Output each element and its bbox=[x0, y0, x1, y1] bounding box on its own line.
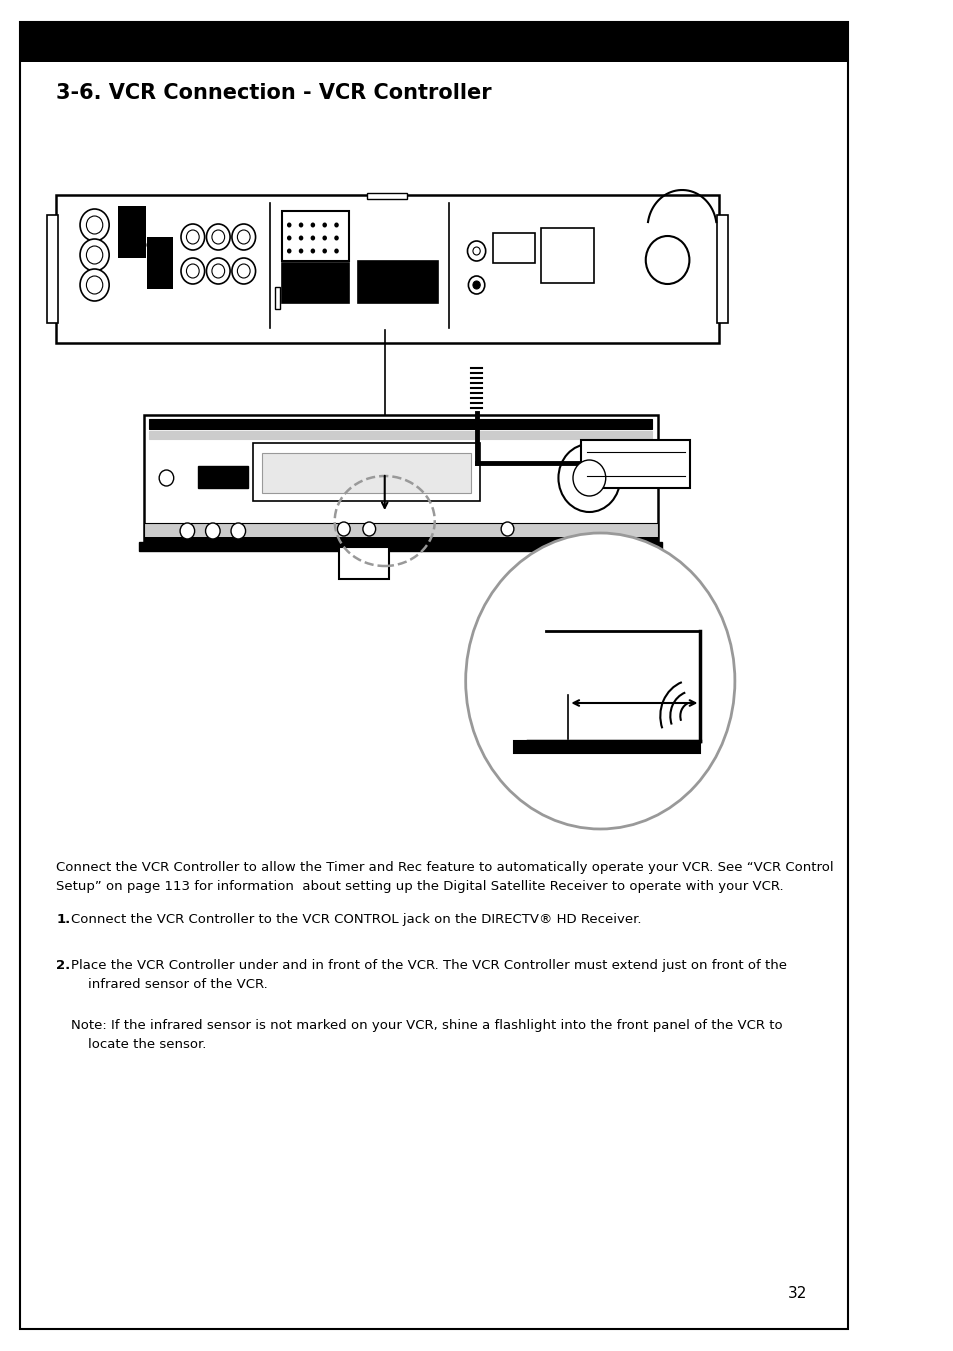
Circle shape bbox=[287, 235, 292, 240]
Bar bbox=[20, 22, 847, 62]
Circle shape bbox=[206, 224, 230, 250]
Bar bbox=[471, 363, 481, 408]
Circle shape bbox=[87, 246, 103, 263]
Circle shape bbox=[311, 223, 314, 227]
Bar bbox=[48, 215, 58, 323]
Circle shape bbox=[322, 223, 327, 227]
Bar bbox=[144, 536, 657, 543]
Circle shape bbox=[232, 224, 255, 250]
Bar bbox=[147, 236, 172, 289]
Bar bbox=[144, 523, 657, 539]
Bar bbox=[282, 211, 349, 261]
Circle shape bbox=[334, 223, 338, 227]
Circle shape bbox=[181, 224, 205, 250]
Circle shape bbox=[180, 523, 194, 539]
Circle shape bbox=[80, 269, 109, 301]
Text: 3-6. VCR Connection - VCR Controller: 3-6. VCR Connection - VCR Controller bbox=[56, 82, 492, 103]
Bar bbox=[149, 431, 652, 439]
Bar bbox=[339, 547, 389, 580]
Circle shape bbox=[298, 249, 303, 254]
Circle shape bbox=[206, 258, 230, 284]
Circle shape bbox=[629, 469, 645, 486]
Circle shape bbox=[311, 249, 314, 254]
Circle shape bbox=[500, 521, 514, 536]
Circle shape bbox=[205, 523, 220, 539]
Text: 1.: 1. bbox=[56, 913, 71, 925]
Bar bbox=[149, 419, 652, 430]
Text: Place the VCR Controller under and in front of the VCR. The VCR Controller must : Place the VCR Controller under and in fr… bbox=[71, 959, 786, 992]
Circle shape bbox=[473, 247, 479, 255]
Circle shape bbox=[146, 240, 155, 250]
Circle shape bbox=[645, 236, 689, 284]
Circle shape bbox=[337, 521, 350, 536]
Bar bbox=[514, 740, 700, 753]
Bar bbox=[118, 205, 146, 258]
Bar bbox=[540, 228, 594, 282]
Circle shape bbox=[87, 276, 103, 295]
Circle shape bbox=[287, 249, 292, 254]
Circle shape bbox=[237, 230, 250, 245]
Circle shape bbox=[231, 523, 245, 539]
Text: Note: If the infrared sensor is not marked on your VCR, shine a flashlight into : Note: If the infrared sensor is not mark… bbox=[71, 1019, 781, 1051]
Text: Connect the VCR Controller to the VCR CONTROL jack on the DIRECTV® HD Receiver.: Connect the VCR Controller to the VCR CO… bbox=[71, 913, 640, 925]
Circle shape bbox=[362, 521, 375, 536]
Text: 32: 32 bbox=[787, 1286, 807, 1301]
Circle shape bbox=[287, 223, 292, 227]
Circle shape bbox=[467, 240, 485, 261]
Circle shape bbox=[334, 249, 338, 254]
Bar bbox=[367, 193, 407, 199]
Circle shape bbox=[80, 239, 109, 272]
Bar bbox=[282, 263, 349, 303]
Text: Connect the VCR Controller to allow the Timer and Rec feature to automatically o: Connect the VCR Controller to allow the … bbox=[56, 861, 833, 893]
Circle shape bbox=[186, 230, 199, 245]
Circle shape bbox=[212, 230, 224, 245]
Circle shape bbox=[322, 249, 327, 254]
Bar bbox=[56, 195, 718, 343]
Circle shape bbox=[80, 209, 109, 240]
Circle shape bbox=[468, 276, 484, 295]
Circle shape bbox=[87, 216, 103, 234]
Bar bbox=[253, 443, 479, 501]
Bar bbox=[144, 415, 657, 543]
Circle shape bbox=[465, 534, 734, 830]
Circle shape bbox=[186, 263, 199, 278]
Circle shape bbox=[181, 258, 205, 284]
Bar bbox=[716, 215, 727, 323]
Bar bbox=[262, 453, 471, 493]
Circle shape bbox=[311, 235, 314, 240]
Bar bbox=[580, 440, 690, 488]
Bar bbox=[198, 466, 248, 488]
Circle shape bbox=[298, 223, 303, 227]
Circle shape bbox=[322, 235, 327, 240]
Circle shape bbox=[298, 235, 303, 240]
Bar bbox=[358, 261, 438, 303]
Text: 2.: 2. bbox=[56, 959, 71, 971]
Circle shape bbox=[159, 470, 173, 486]
Circle shape bbox=[473, 281, 479, 289]
Bar bbox=[493, 232, 535, 263]
Circle shape bbox=[212, 263, 224, 278]
Circle shape bbox=[573, 459, 605, 496]
Bar bbox=[274, 286, 280, 309]
Circle shape bbox=[558, 444, 619, 512]
Circle shape bbox=[237, 263, 250, 278]
Bar bbox=[139, 542, 661, 551]
Circle shape bbox=[334, 235, 338, 240]
Circle shape bbox=[232, 258, 255, 284]
